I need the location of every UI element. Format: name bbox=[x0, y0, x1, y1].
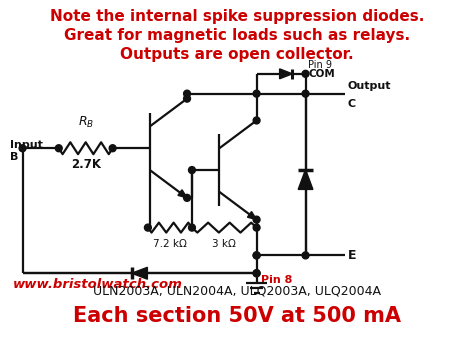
Circle shape bbox=[253, 270, 260, 277]
Circle shape bbox=[183, 195, 191, 201]
Text: Output: Output bbox=[347, 81, 391, 91]
Circle shape bbox=[19, 145, 26, 152]
Text: C: C bbox=[347, 99, 356, 109]
Text: Pin 9: Pin 9 bbox=[309, 60, 332, 70]
Text: Outputs are open collector.: Outputs are open collector. bbox=[120, 47, 354, 62]
Text: $R_B$: $R_B$ bbox=[78, 115, 94, 130]
Polygon shape bbox=[247, 212, 256, 220]
Text: E: E bbox=[347, 249, 356, 262]
Circle shape bbox=[253, 90, 260, 97]
Polygon shape bbox=[178, 190, 187, 198]
Text: 7.2 kΩ: 7.2 kΩ bbox=[153, 239, 187, 248]
Circle shape bbox=[302, 252, 309, 259]
Circle shape bbox=[253, 252, 260, 259]
Circle shape bbox=[145, 224, 151, 231]
Text: www.bristolwatch.com: www.bristolwatch.com bbox=[13, 278, 182, 291]
Circle shape bbox=[189, 166, 195, 174]
Circle shape bbox=[183, 90, 191, 97]
Circle shape bbox=[253, 216, 260, 223]
Circle shape bbox=[253, 117, 260, 124]
Text: Great for magnetic loads such as relays.: Great for magnetic loads such as relays. bbox=[64, 28, 410, 43]
Circle shape bbox=[302, 70, 309, 77]
Text: Each section 50V at 500 mA: Each section 50V at 500 mA bbox=[73, 306, 401, 326]
Circle shape bbox=[253, 252, 260, 259]
Text: 3 kΩ: 3 kΩ bbox=[212, 239, 236, 248]
Circle shape bbox=[302, 90, 309, 97]
Text: Pin 8: Pin 8 bbox=[262, 275, 293, 285]
Polygon shape bbox=[298, 170, 313, 190]
Circle shape bbox=[55, 145, 62, 152]
Text: ULN2003A, ULN2004A, ULQ2003A, ULQ2004A: ULN2003A, ULN2004A, ULQ2003A, ULQ2004A bbox=[93, 284, 381, 297]
Text: Input: Input bbox=[10, 140, 43, 150]
Circle shape bbox=[253, 224, 260, 231]
Polygon shape bbox=[132, 267, 147, 279]
Circle shape bbox=[189, 224, 195, 231]
Text: 2.7K: 2.7K bbox=[71, 158, 100, 171]
Circle shape bbox=[183, 95, 191, 102]
Text: Note the internal spike suppression diodes.: Note the internal spike suppression diod… bbox=[50, 9, 424, 24]
Polygon shape bbox=[280, 69, 292, 79]
Text: B: B bbox=[10, 152, 18, 162]
Circle shape bbox=[253, 270, 260, 277]
Text: COM: COM bbox=[309, 69, 335, 79]
Circle shape bbox=[109, 145, 116, 152]
